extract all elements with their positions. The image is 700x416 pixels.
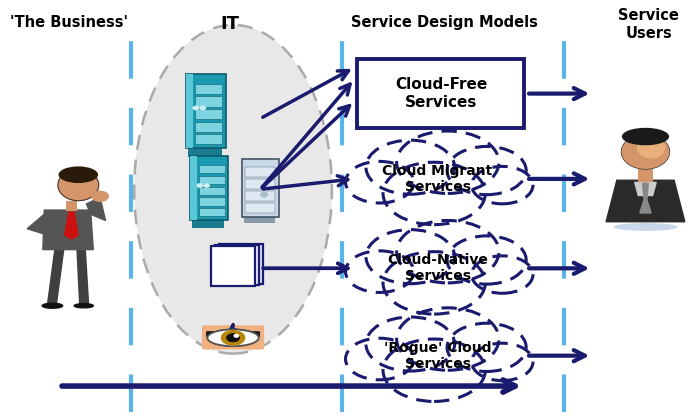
Circle shape xyxy=(197,184,202,187)
FancyBboxPatch shape xyxy=(219,244,263,284)
Ellipse shape xyxy=(613,223,678,231)
FancyBboxPatch shape xyxy=(245,203,275,213)
FancyBboxPatch shape xyxy=(66,201,77,211)
Circle shape xyxy=(234,334,239,337)
FancyBboxPatch shape xyxy=(202,325,264,341)
Text: Service
Users: Service Users xyxy=(618,8,679,41)
Polygon shape xyxy=(27,214,64,237)
FancyBboxPatch shape xyxy=(193,219,225,228)
Circle shape xyxy=(366,317,454,371)
FancyBboxPatch shape xyxy=(195,109,223,119)
FancyBboxPatch shape xyxy=(195,134,223,144)
Circle shape xyxy=(346,161,414,203)
Ellipse shape xyxy=(207,329,258,346)
Circle shape xyxy=(193,106,199,109)
Text: IT: IT xyxy=(220,15,239,32)
Circle shape xyxy=(92,191,108,201)
Text: Cloud-Native
Services: Cloud-Native Services xyxy=(387,253,488,283)
Circle shape xyxy=(260,193,267,197)
Polygon shape xyxy=(77,248,88,304)
FancyBboxPatch shape xyxy=(190,156,197,220)
Circle shape xyxy=(366,230,454,284)
Text: Cloud-Free
Services: Cloud-Free Services xyxy=(395,77,487,110)
Polygon shape xyxy=(43,210,93,250)
Circle shape xyxy=(397,131,499,193)
Polygon shape xyxy=(640,183,651,213)
Ellipse shape xyxy=(59,166,98,183)
Circle shape xyxy=(222,331,244,345)
Text: Service Design Models: Service Design Models xyxy=(351,15,538,30)
Ellipse shape xyxy=(134,25,332,354)
Text: 'The Business': 'The Business' xyxy=(10,15,128,30)
Circle shape xyxy=(472,256,533,293)
Circle shape xyxy=(472,166,533,204)
FancyBboxPatch shape xyxy=(215,245,259,285)
FancyBboxPatch shape xyxy=(199,176,225,184)
Circle shape xyxy=(200,106,205,109)
FancyBboxPatch shape xyxy=(244,217,276,223)
FancyBboxPatch shape xyxy=(186,74,225,148)
Ellipse shape xyxy=(42,303,62,308)
FancyBboxPatch shape xyxy=(199,208,225,216)
Ellipse shape xyxy=(58,170,99,201)
FancyBboxPatch shape xyxy=(211,246,256,286)
FancyBboxPatch shape xyxy=(245,179,275,189)
FancyBboxPatch shape xyxy=(202,334,264,349)
FancyBboxPatch shape xyxy=(195,84,223,94)
Circle shape xyxy=(397,308,499,370)
FancyBboxPatch shape xyxy=(241,158,279,217)
FancyBboxPatch shape xyxy=(206,331,260,337)
Circle shape xyxy=(447,323,526,371)
Circle shape xyxy=(447,146,526,195)
FancyBboxPatch shape xyxy=(199,187,225,195)
FancyBboxPatch shape xyxy=(186,74,193,148)
Ellipse shape xyxy=(621,134,670,169)
Polygon shape xyxy=(64,212,78,239)
Ellipse shape xyxy=(74,304,93,308)
Circle shape xyxy=(366,140,454,194)
Ellipse shape xyxy=(622,128,669,145)
FancyBboxPatch shape xyxy=(638,169,652,182)
Circle shape xyxy=(204,184,209,187)
FancyBboxPatch shape xyxy=(199,165,225,173)
Polygon shape xyxy=(635,182,656,196)
Text: Cloud Migrant
Services: Cloud Migrant Services xyxy=(382,164,493,194)
Text: 'Rogue' Cloud
Services: 'Rogue' Cloud Services xyxy=(384,341,491,371)
Circle shape xyxy=(346,338,414,380)
Circle shape xyxy=(222,331,244,345)
FancyBboxPatch shape xyxy=(195,97,223,106)
FancyBboxPatch shape xyxy=(245,168,275,177)
Circle shape xyxy=(383,252,485,314)
Ellipse shape xyxy=(207,329,258,346)
Ellipse shape xyxy=(637,136,666,158)
Circle shape xyxy=(447,236,526,284)
Circle shape xyxy=(346,251,414,292)
Circle shape xyxy=(227,334,239,342)
FancyBboxPatch shape xyxy=(199,198,225,206)
FancyBboxPatch shape xyxy=(188,147,222,157)
FancyBboxPatch shape xyxy=(245,191,275,201)
Circle shape xyxy=(227,334,239,342)
Circle shape xyxy=(472,343,533,381)
Polygon shape xyxy=(606,180,685,222)
Polygon shape xyxy=(48,248,64,304)
FancyBboxPatch shape xyxy=(358,59,524,128)
Polygon shape xyxy=(87,198,106,220)
Circle shape xyxy=(383,339,485,401)
FancyBboxPatch shape xyxy=(195,121,223,132)
Circle shape xyxy=(383,162,485,225)
Circle shape xyxy=(397,220,499,283)
FancyBboxPatch shape xyxy=(190,156,228,220)
